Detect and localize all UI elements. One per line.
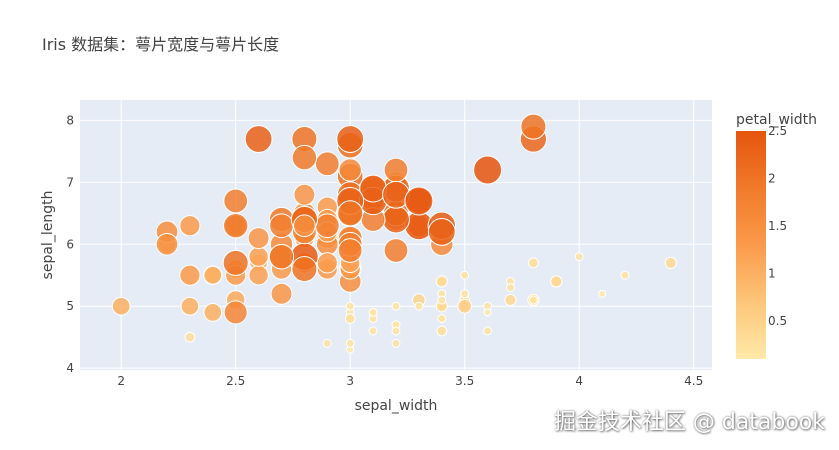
data-point <box>391 338 401 348</box>
data-point <box>520 113 547 140</box>
data-point <box>248 246 269 267</box>
data-point <box>345 338 355 348</box>
data-point <box>223 188 249 214</box>
colorbar-title: petal_width <box>736 112 817 128</box>
data-point <box>460 289 470 299</box>
data-point <box>383 238 409 263</box>
data-point <box>337 200 364 227</box>
watermark: 掘金技术社区 @ databook <box>553 410 825 435</box>
colorbar-tick-label: 0.5 <box>768 314 787 328</box>
data-point <box>436 325 448 337</box>
data-point <box>179 264 201 286</box>
x-axis-title: sepal_width <box>355 398 438 414</box>
y-tick-label: 6 <box>66 237 74 251</box>
data-point <box>504 293 517 307</box>
x-tick-label: 3.5 <box>455 374 474 388</box>
data-point <box>368 307 378 317</box>
data-point <box>382 205 410 234</box>
y-tick-label: 8 <box>66 113 74 127</box>
data-point <box>222 249 249 276</box>
data-point <box>368 326 378 336</box>
data-point <box>291 144 318 171</box>
data-point <box>414 301 424 311</box>
data-point <box>293 183 316 206</box>
data-point <box>203 265 223 285</box>
data-point <box>460 270 470 280</box>
x-tick-label: 4 <box>575 374 583 388</box>
data-points <box>111 113 677 354</box>
data-point <box>664 256 677 269</box>
data-point <box>155 232 179 256</box>
data-point <box>223 213 249 239</box>
data-point <box>223 300 248 325</box>
data-point <box>314 151 340 177</box>
data-point <box>383 157 409 183</box>
data-point <box>437 314 447 324</box>
data-point <box>345 301 355 311</box>
x-tick-label: 4.5 <box>684 374 703 388</box>
y-tick-label: 4 <box>66 361 74 375</box>
data-point <box>344 313 356 324</box>
data-point <box>391 301 401 311</box>
colorbar <box>736 131 766 359</box>
y-tick-labels: 4 5 6 7 8 <box>66 113 74 375</box>
x-tick-label: 3 <box>346 374 354 388</box>
data-point <box>620 270 630 280</box>
data-point <box>457 298 473 314</box>
colorbar-tick-labels: 0.5 1 1.5 2 2.5 <box>768 124 787 328</box>
data-point <box>528 257 539 269</box>
data-point <box>338 158 362 182</box>
data-point <box>270 282 293 305</box>
data-point <box>598 289 607 298</box>
data-point <box>391 326 401 336</box>
x-tick-label: 2.5 <box>226 374 245 388</box>
data-point <box>184 331 196 343</box>
y-tick-label: 5 <box>66 299 74 313</box>
data-point <box>506 283 515 293</box>
data-point <box>483 326 493 336</box>
data-point <box>203 303 223 322</box>
data-point <box>427 217 456 246</box>
x-tick-label: 2 <box>117 374 125 388</box>
data-point <box>435 275 448 288</box>
data-point <box>336 125 365 153</box>
data-point <box>179 215 201 237</box>
data-point <box>574 252 584 262</box>
colorbar-tick-label: 1 <box>768 267 776 281</box>
colorbar-tick-label: 2.5 <box>768 124 787 138</box>
data-point <box>293 214 316 238</box>
data-point <box>248 265 269 286</box>
data-point <box>437 295 447 305</box>
data-point <box>268 243 295 270</box>
data-point <box>528 295 538 305</box>
data-point <box>322 338 332 348</box>
data-point <box>473 155 503 185</box>
colorbar-tick-label: 2 <box>768 172 776 186</box>
data-point <box>550 275 563 288</box>
y-tick-label: 7 <box>66 175 74 189</box>
data-point <box>337 238 363 263</box>
data-point <box>291 256 318 283</box>
data-point <box>269 213 294 239</box>
data-point <box>247 227 270 250</box>
data-point <box>111 296 131 316</box>
x-tick-labels: 2 2.5 3 3.5 4 4.5 <box>117 374 703 388</box>
data-point <box>314 213 340 239</box>
y-axis-title: sepal_length <box>40 191 56 280</box>
chart-title: Iris 数据集：萼片宽度与萼片长度 <box>42 35 279 54</box>
data-point <box>316 252 338 274</box>
data-point <box>483 308 492 317</box>
colorbar-tick-label: 1.5 <box>768 219 787 233</box>
data-point <box>404 186 434 216</box>
data-point <box>180 296 200 316</box>
data-point <box>244 125 273 153</box>
